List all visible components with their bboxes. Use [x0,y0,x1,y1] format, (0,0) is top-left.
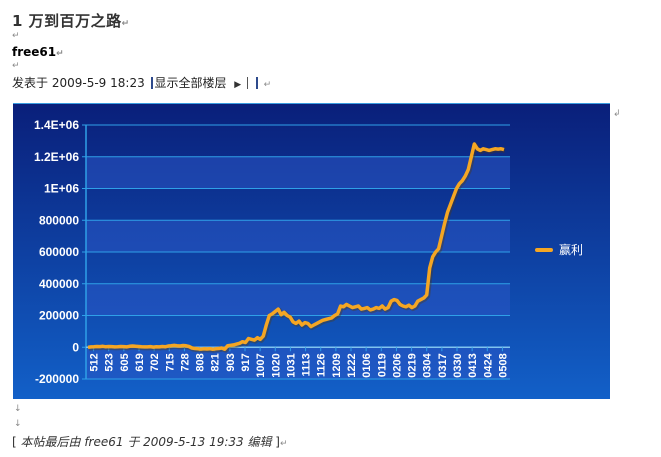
play-arrow-icon[interactable]: ▶ [234,80,242,90]
x-tick-label: 1126 [316,353,328,377]
profit-chart: -200000 0 200000 400000 600000 800000 1E+06 1.2… [13,103,610,399]
y-tick-label: 1.4E+06 [34,118,79,132]
paragraph-mark-icon: ↵ [12,61,20,71]
down-arrow-mark-icon: ↓ [14,404,22,414]
x-tick-label: 605 [119,353,131,371]
x-tick-label: 512 [89,353,101,371]
x-tick-label: 0106 [361,353,373,377]
edit-note-open-bracket: [ [12,435,17,449]
post-title: 1 万到百万之路↵ [12,10,130,31]
x-tick-label: 821 [210,353,222,371]
x-tick-label: 917 [240,353,252,371]
author-name-text[interactable]: free61 [12,45,57,59]
paragraph-mark-icon: ↵ [279,439,288,449]
x-tick-label: 1020 [270,353,282,377]
x-tick-label: 1222 [346,353,358,377]
x-tick-label: 0413 [467,353,479,377]
y-tick-label: -200000 [35,372,79,386]
post-meta: 发表于 2009-5-9 18:23 显示全部楼层 ▶ ↵ [12,74,271,91]
x-tick-label: 728 [179,353,191,371]
separator [150,77,153,89]
x-tick-label: 715 [164,353,176,371]
x-tick-label: 1113 [301,353,313,376]
x-tick-label: 0119 [376,353,388,377]
y-tick-label: 1.2E+06 [34,150,79,164]
x-tick-label: 523 [104,353,116,371]
separator [246,77,248,89]
x-tick-label: 1007 [255,353,267,377]
separator [255,77,258,89]
x-tick-label: 0219 [407,353,419,377]
plot-band [86,347,510,379]
x-tick-label: 0424 [482,352,494,377]
x-tick-label: 619 [134,353,146,371]
x-tick-label: 1031 [285,353,297,377]
posted-date: 2009-5-9 18:23 [51,76,145,90]
y-tick-label: 1E+06 [44,182,79,196]
posted-label: 发表于 [12,76,49,90]
show-all-floors-link[interactable]: 显示全部楼层 [154,76,227,90]
series-line [87,142,505,352]
y-tick-label: 200000 [39,309,79,323]
x-tick-label: 0508 [497,353,509,377]
x-tick-label: 702 [149,353,161,371]
y-tick-label: 400000 [39,277,79,291]
x-tick-label: 808 [195,353,207,371]
paragraph-mark-icon: ↵ [263,80,272,90]
edit-note-close-bracket: ] [275,435,280,449]
edit-note-text: 本帖最后由 free61 于 2009-5-13 19:33 编辑 [20,435,272,449]
x-tick-label: 0317 [437,353,449,377]
x-tick-label: 1209 [331,353,343,377]
paragraph-mark-icon: ↵ [56,49,64,59]
x-tick-label: 903 [225,353,237,371]
plot-band [86,156,510,189]
x-tick-label: 0206 [391,353,403,377]
plot-band [86,283,510,316]
y-tick-label: 600000 [39,245,79,259]
paragraph-mark-icon: ↵ [121,19,130,29]
y-tick-label: 0 [72,340,79,354]
legend-label: 赢利 [559,242,583,257]
post-title-text: 1 万到百万之路 [12,12,122,30]
x-tick-label: 0304 [422,352,434,377]
author-name: free61↵ [12,45,64,59]
y-tick-label: 800000 [39,213,79,227]
down-arrow-mark-icon: ↓ [14,419,22,429]
paragraph-mark-icon: ↵ [12,31,20,41]
edit-note: [ 本帖最后由 free61 于 2009-5-13 19:33 编辑 ]↵ [12,433,288,450]
x-tick-label: 0330 [452,353,464,377]
anchor-mark-icon: ↲ [613,109,621,119]
